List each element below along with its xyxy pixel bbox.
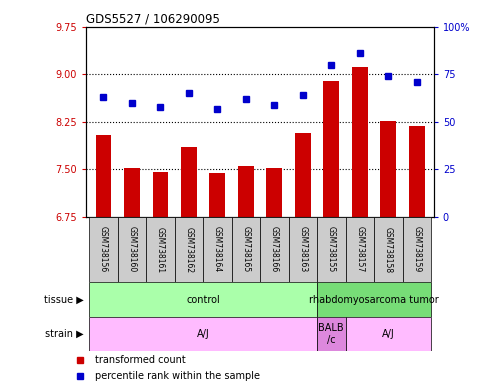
Bar xyxy=(381,121,396,217)
Text: percentile rank within the sample: percentile rank within the sample xyxy=(95,371,260,381)
Text: GSM738158: GSM738158 xyxy=(384,227,393,273)
Bar xyxy=(181,147,197,217)
Bar xyxy=(409,126,424,217)
Bar xyxy=(317,282,431,317)
Text: strain ▶: strain ▶ xyxy=(45,329,84,339)
Bar xyxy=(232,217,260,282)
Text: GSM738163: GSM738163 xyxy=(298,227,307,273)
Text: control: control xyxy=(186,295,220,305)
Text: GSM738162: GSM738162 xyxy=(184,227,193,273)
Bar xyxy=(89,282,317,317)
Bar xyxy=(203,217,232,282)
Bar xyxy=(238,166,253,217)
Bar xyxy=(89,317,317,351)
Text: tissue ▶: tissue ▶ xyxy=(44,295,84,305)
Bar xyxy=(89,217,118,282)
Bar xyxy=(175,217,203,282)
Bar xyxy=(118,217,146,282)
Text: rhabdomyosarcoma tumor: rhabdomyosarcoma tumor xyxy=(309,295,439,305)
Bar xyxy=(210,173,225,217)
Bar xyxy=(352,67,368,217)
Bar xyxy=(96,135,111,217)
Bar xyxy=(323,81,339,217)
Text: GSM738157: GSM738157 xyxy=(355,227,364,273)
Text: GSM738164: GSM738164 xyxy=(213,227,222,273)
Text: GDS5527 / 106290095: GDS5527 / 106290095 xyxy=(86,13,220,26)
Text: GSM738155: GSM738155 xyxy=(327,227,336,273)
Text: GSM738160: GSM738160 xyxy=(127,227,137,273)
Bar xyxy=(124,168,140,217)
Bar xyxy=(288,217,317,282)
Bar xyxy=(146,217,175,282)
Text: BALB
/c: BALB /c xyxy=(318,323,344,345)
Bar xyxy=(346,317,431,351)
Text: GSM738156: GSM738156 xyxy=(99,227,108,273)
Bar xyxy=(295,133,311,217)
Bar xyxy=(317,317,346,351)
Text: GSM738166: GSM738166 xyxy=(270,227,279,273)
Bar xyxy=(374,217,402,282)
Bar xyxy=(152,172,168,217)
Bar xyxy=(317,217,346,282)
Text: A/J: A/J xyxy=(197,329,210,339)
Bar xyxy=(260,217,288,282)
Text: GSM738161: GSM738161 xyxy=(156,227,165,273)
Text: GSM738159: GSM738159 xyxy=(412,227,421,273)
Text: transformed count: transformed count xyxy=(95,354,186,364)
Bar xyxy=(402,217,431,282)
Bar xyxy=(346,217,374,282)
Bar xyxy=(267,168,282,217)
Text: GSM738165: GSM738165 xyxy=(241,227,250,273)
Text: A/J: A/J xyxy=(382,329,394,339)
